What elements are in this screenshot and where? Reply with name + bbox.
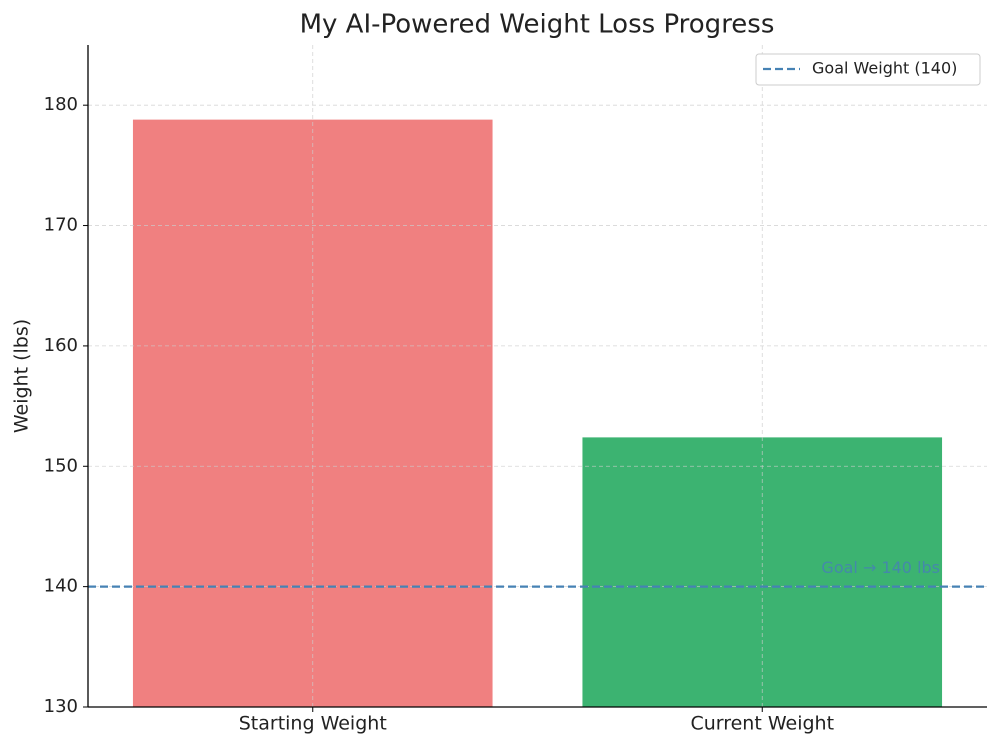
y-tick-label: 160 (44, 335, 78, 356)
chart-title: My AI-Powered Weight Loss Progress (300, 10, 775, 40)
legend-label: Goal Weight (140) (812, 59, 957, 78)
y-tick-label: 170 (44, 215, 78, 236)
y-tick-label: 180 (44, 94, 78, 115)
x-tick-label: Current Weight (690, 713, 834, 735)
y-axis-label: Weight (lbs) (11, 319, 33, 433)
y-tick-label: 150 (44, 455, 78, 476)
x-tick-label: Starting Weight (239, 713, 387, 735)
bar (132, 119, 493, 707)
annotation: Goal → 140 lbs (821, 558, 940, 577)
y-tick-label: 140 (44, 576, 78, 597)
y-tick-label: 130 (44, 696, 78, 717)
legend-box (755, 53, 981, 86)
